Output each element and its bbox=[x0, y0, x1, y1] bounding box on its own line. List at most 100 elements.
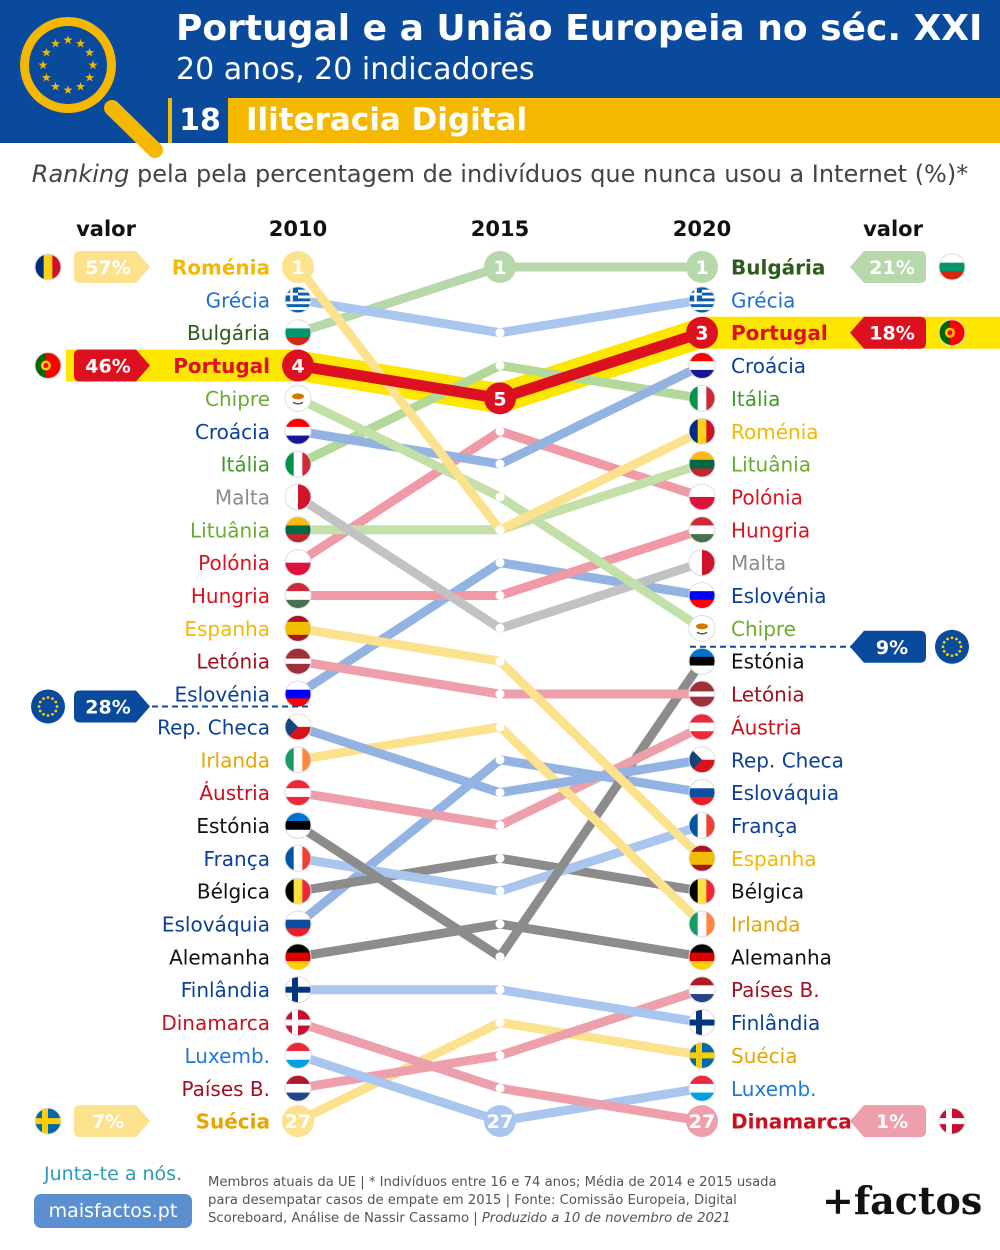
label-left-portugal: Portugal bbox=[173, 354, 270, 378]
label-right-italia: Itália bbox=[731, 387, 780, 411]
year-header: 2020 bbox=[673, 217, 731, 241]
label-right-belgica: Bélgica bbox=[731, 880, 804, 904]
label-left-italia: Itália bbox=[221, 453, 270, 477]
rank-marker-label: 1 bbox=[291, 257, 304, 279]
label-right-rep-checa: Rep. Checa bbox=[731, 748, 844, 772]
eu-flag-icon bbox=[935, 629, 969, 664]
flag-croacia-icon bbox=[688, 352, 716, 380]
label-left-dinamarca: Dinamarca bbox=[161, 1011, 270, 1035]
flag-chipre-icon bbox=[284, 384, 312, 412]
rank-marker-label: 27 bbox=[689, 1111, 715, 1133]
flag-romenia-icon bbox=[688, 417, 716, 445]
flag-luxemb-icon bbox=[688, 1074, 716, 1102]
rank-marker-portugal-0 bbox=[282, 349, 314, 382]
subtitle-text: pela pela percentagem de indivíduos que … bbox=[129, 160, 969, 188]
eu-star: ★ bbox=[75, 36, 86, 50]
label-left-eslovaquia: Eslováquia bbox=[162, 913, 270, 937]
flag-espanha-icon bbox=[688, 844, 716, 872]
dot-2015-italia bbox=[495, 361, 505, 371]
flag-paises-b-icon bbox=[688, 976, 716, 1004]
factos-logo: +factos bbox=[822, 1178, 983, 1223]
eu-star: ★ bbox=[84, 71, 95, 85]
flag-malta-icon bbox=[284, 483, 312, 511]
label-left-lituania: Lituânia bbox=[190, 518, 270, 542]
label-left-paises-b: Países B. bbox=[181, 1077, 270, 1101]
value-badge-left-portugal: 46% bbox=[34, 349, 150, 382]
flag-espanha-icon bbox=[284, 614, 312, 642]
footer-note: Membros atuais da UE | * Indivíduos entr… bbox=[208, 1174, 818, 1228]
badge-flag-suecia-icon bbox=[34, 1107, 62, 1135]
flag-franca-icon bbox=[688, 811, 716, 839]
flag-paises-b-icon bbox=[284, 1074, 312, 1102]
rank-marker-label: 1 bbox=[695, 257, 708, 279]
main-title: Portugal e a União Europeia no séc. XXI bbox=[176, 8, 983, 49]
label-right-austria: Áustria bbox=[731, 715, 802, 739]
label-right-romenia: Roménia bbox=[731, 420, 819, 444]
flag-hungria-icon bbox=[688, 516, 716, 544]
rank-marker-label: 5 bbox=[493, 388, 506, 410]
dot-2015-letonia bbox=[495, 689, 505, 699]
dot-2015-polonia bbox=[495, 426, 505, 436]
site-link[interactable]: maisfactos.pt bbox=[34, 1194, 192, 1228]
value-badge-text: 46% bbox=[85, 356, 130, 378]
value-badges: 57% 46% 28% 7% 21% 18% 9% 1% bbox=[31, 251, 969, 1138]
footer-note-line3: Scoreboard, Análise de Nassir Cassamo | bbox=[208, 1211, 482, 1226]
value-badge-text: 28% bbox=[85, 696, 130, 718]
eu-star: ★ bbox=[88, 58, 99, 72]
label-right-paises-b: Países B. bbox=[731, 978, 820, 1002]
label-left-franca: França bbox=[204, 847, 270, 871]
label-right-dinamarca: Dinamarca bbox=[731, 1110, 852, 1134]
label-left-bulgaria: Bulgária bbox=[187, 321, 270, 345]
flag-suecia-icon bbox=[688, 1041, 716, 1069]
value-badge-text: 9% bbox=[876, 637, 908, 659]
value-badge-text: 18% bbox=[869, 323, 914, 345]
flag-finlandia-icon bbox=[284, 976, 312, 1004]
flag-croacia-icon bbox=[284, 417, 312, 445]
rank-marker-bulgaria-1 bbox=[484, 251, 516, 283]
flag-italia-icon bbox=[284, 450, 312, 478]
dot-2015-chipre bbox=[495, 492, 505, 502]
indicator-label: Iliteracia Digital bbox=[246, 102, 528, 138]
label-right-franca: França bbox=[731, 814, 797, 838]
eu-star: ★ bbox=[50, 36, 61, 50]
label-right-eslovaquia: Eslováquia bbox=[731, 781, 839, 805]
badge-flag-portugal-icon bbox=[938, 319, 966, 347]
dot-2015-rep-checa bbox=[495, 788, 505, 798]
eu-star: ★ bbox=[63, 83, 74, 97]
badge-flag-dinamarca-icon bbox=[938, 1107, 966, 1135]
label-left-hungria: Hungria bbox=[191, 584, 270, 608]
label-left-croacia: Croácia bbox=[195, 420, 270, 444]
value-badge-text: 1% bbox=[876, 1111, 908, 1133]
value-badge-text: 57% bbox=[85, 257, 130, 279]
label-left-eslovenia: Eslovénia bbox=[175, 683, 270, 707]
label-left-alemanha: Alemanha bbox=[169, 945, 270, 969]
value-header: valor bbox=[76, 217, 136, 241]
label-right-polonia: Polónia bbox=[731, 485, 803, 509]
rank-marker-portugal-1 bbox=[484, 382, 516, 415]
value-badge-right-eu: 9% bbox=[850, 629, 969, 664]
flag-rep-checa-icon bbox=[284, 713, 312, 741]
flag-eslovenia-icon bbox=[688, 582, 716, 609]
footer-note-line2: para desempatar casos de empate em 2015 … bbox=[208, 1193, 737, 1208]
eu-star: ★ bbox=[41, 71, 52, 85]
rank-marker-romenia-0 bbox=[282, 251, 314, 283]
label-left-belgica: Bélgica bbox=[197, 880, 270, 904]
flag-luxemb-icon bbox=[284, 1041, 312, 1069]
flag-eslovaquia-icon bbox=[688, 779, 716, 807]
label-right-portugal: Portugal bbox=[731, 321, 828, 345]
label-right-espanha: Espanha bbox=[731, 847, 817, 871]
flag-letonia-icon bbox=[284, 647, 312, 675]
eu-flag-icon bbox=[31, 689, 65, 724]
flag-estonia-icon bbox=[688, 647, 716, 675]
label-left-irlanda: Irlanda bbox=[200, 748, 270, 772]
flag-italia-icon bbox=[688, 384, 716, 412]
rank-marker-dinamarca-2 bbox=[686, 1105, 718, 1138]
flag-grecia-icon bbox=[284, 286, 312, 314]
label-right-grecia: Grécia bbox=[731, 288, 795, 312]
rank-marker-bulgaria-2 bbox=[686, 251, 718, 283]
footer-note-date: Produzido a 10 de novembro de 2021 bbox=[481, 1211, 731, 1226]
rank-marker-label: 27 bbox=[285, 1111, 311, 1133]
rank-marker-label: 1 bbox=[493, 257, 506, 279]
flag-belgica-icon bbox=[284, 877, 312, 905]
label-left-malta: Malta bbox=[215, 485, 270, 509]
